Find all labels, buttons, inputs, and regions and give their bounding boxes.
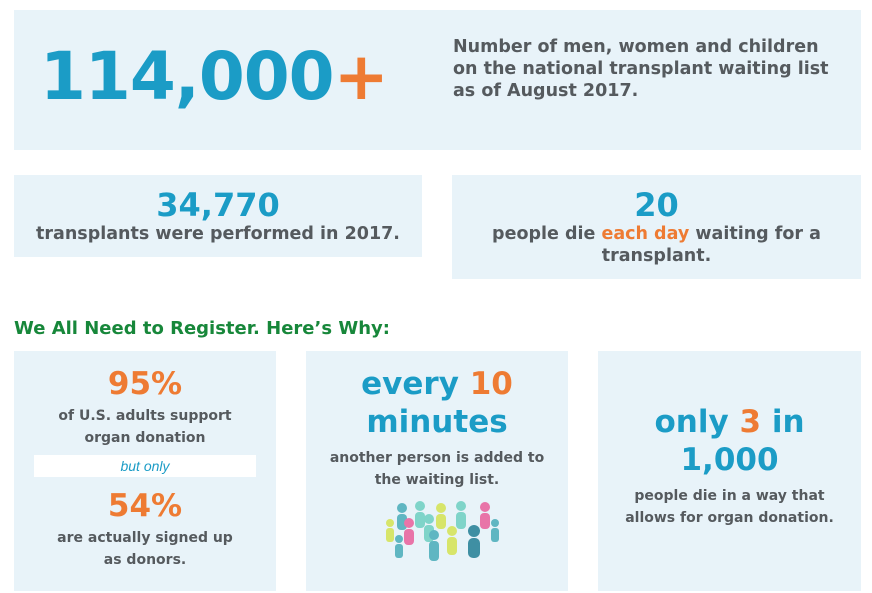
deaths-text: people die each day waiting for a transp… bbox=[492, 224, 821, 266]
minutes-word: minutes bbox=[366, 404, 508, 440]
minutes-card: every 10 minutes another person is added… bbox=[306, 351, 568, 591]
each-day-highlight: each day bbox=[601, 224, 690, 244]
thousand-number: 1,000 bbox=[680, 442, 779, 478]
three-number: 3 bbox=[739, 404, 762, 440]
transplants-text: transplants were performed in 2017. bbox=[36, 224, 400, 244]
every-10-line: every 10 bbox=[361, 366, 513, 402]
only-3-line: only 3 in bbox=[654, 404, 805, 440]
transplants-card: 34,770 transplants were performed in 201… bbox=[14, 175, 422, 257]
ten-number: 10 bbox=[469, 366, 513, 402]
support-text: of U.S. adults support organ donation bbox=[58, 408, 232, 446]
waiting-list-number: 114,000+ bbox=[40, 38, 389, 115]
but-only-label: but only bbox=[34, 455, 256, 477]
only-3-text: people die in a way that allows for orga… bbox=[625, 488, 834, 526]
transplants-number: 34,770 bbox=[156, 186, 280, 224]
support-percent: 95% bbox=[107, 366, 183, 402]
deaths-number: 20 bbox=[634, 186, 679, 224]
only-3-card: only 3 in 1,000 people die in a way that… bbox=[598, 351, 861, 591]
signed-up-percent: 54% bbox=[107, 488, 183, 524]
minutes-text: another person is added to the waiting l… bbox=[329, 450, 545, 488]
waiting-list-description: Number of men, women and children on the… bbox=[453, 37, 829, 101]
people-group-icon bbox=[386, 501, 499, 561]
deaths-card: 20 people die each day waiting for a tra… bbox=[452, 175, 861, 279]
support-card: 95% of U.S. adults support organ donatio… bbox=[14, 351, 276, 591]
waiting-list-card: 114,000+ Number of men, women and childr… bbox=[14, 10, 861, 150]
section-heading: We All Need to Register. Here’s Why: bbox=[14, 318, 390, 339]
signed-up-text: are actually signed up as donors. bbox=[57, 530, 233, 568]
plus-sign: + bbox=[333, 38, 389, 115]
